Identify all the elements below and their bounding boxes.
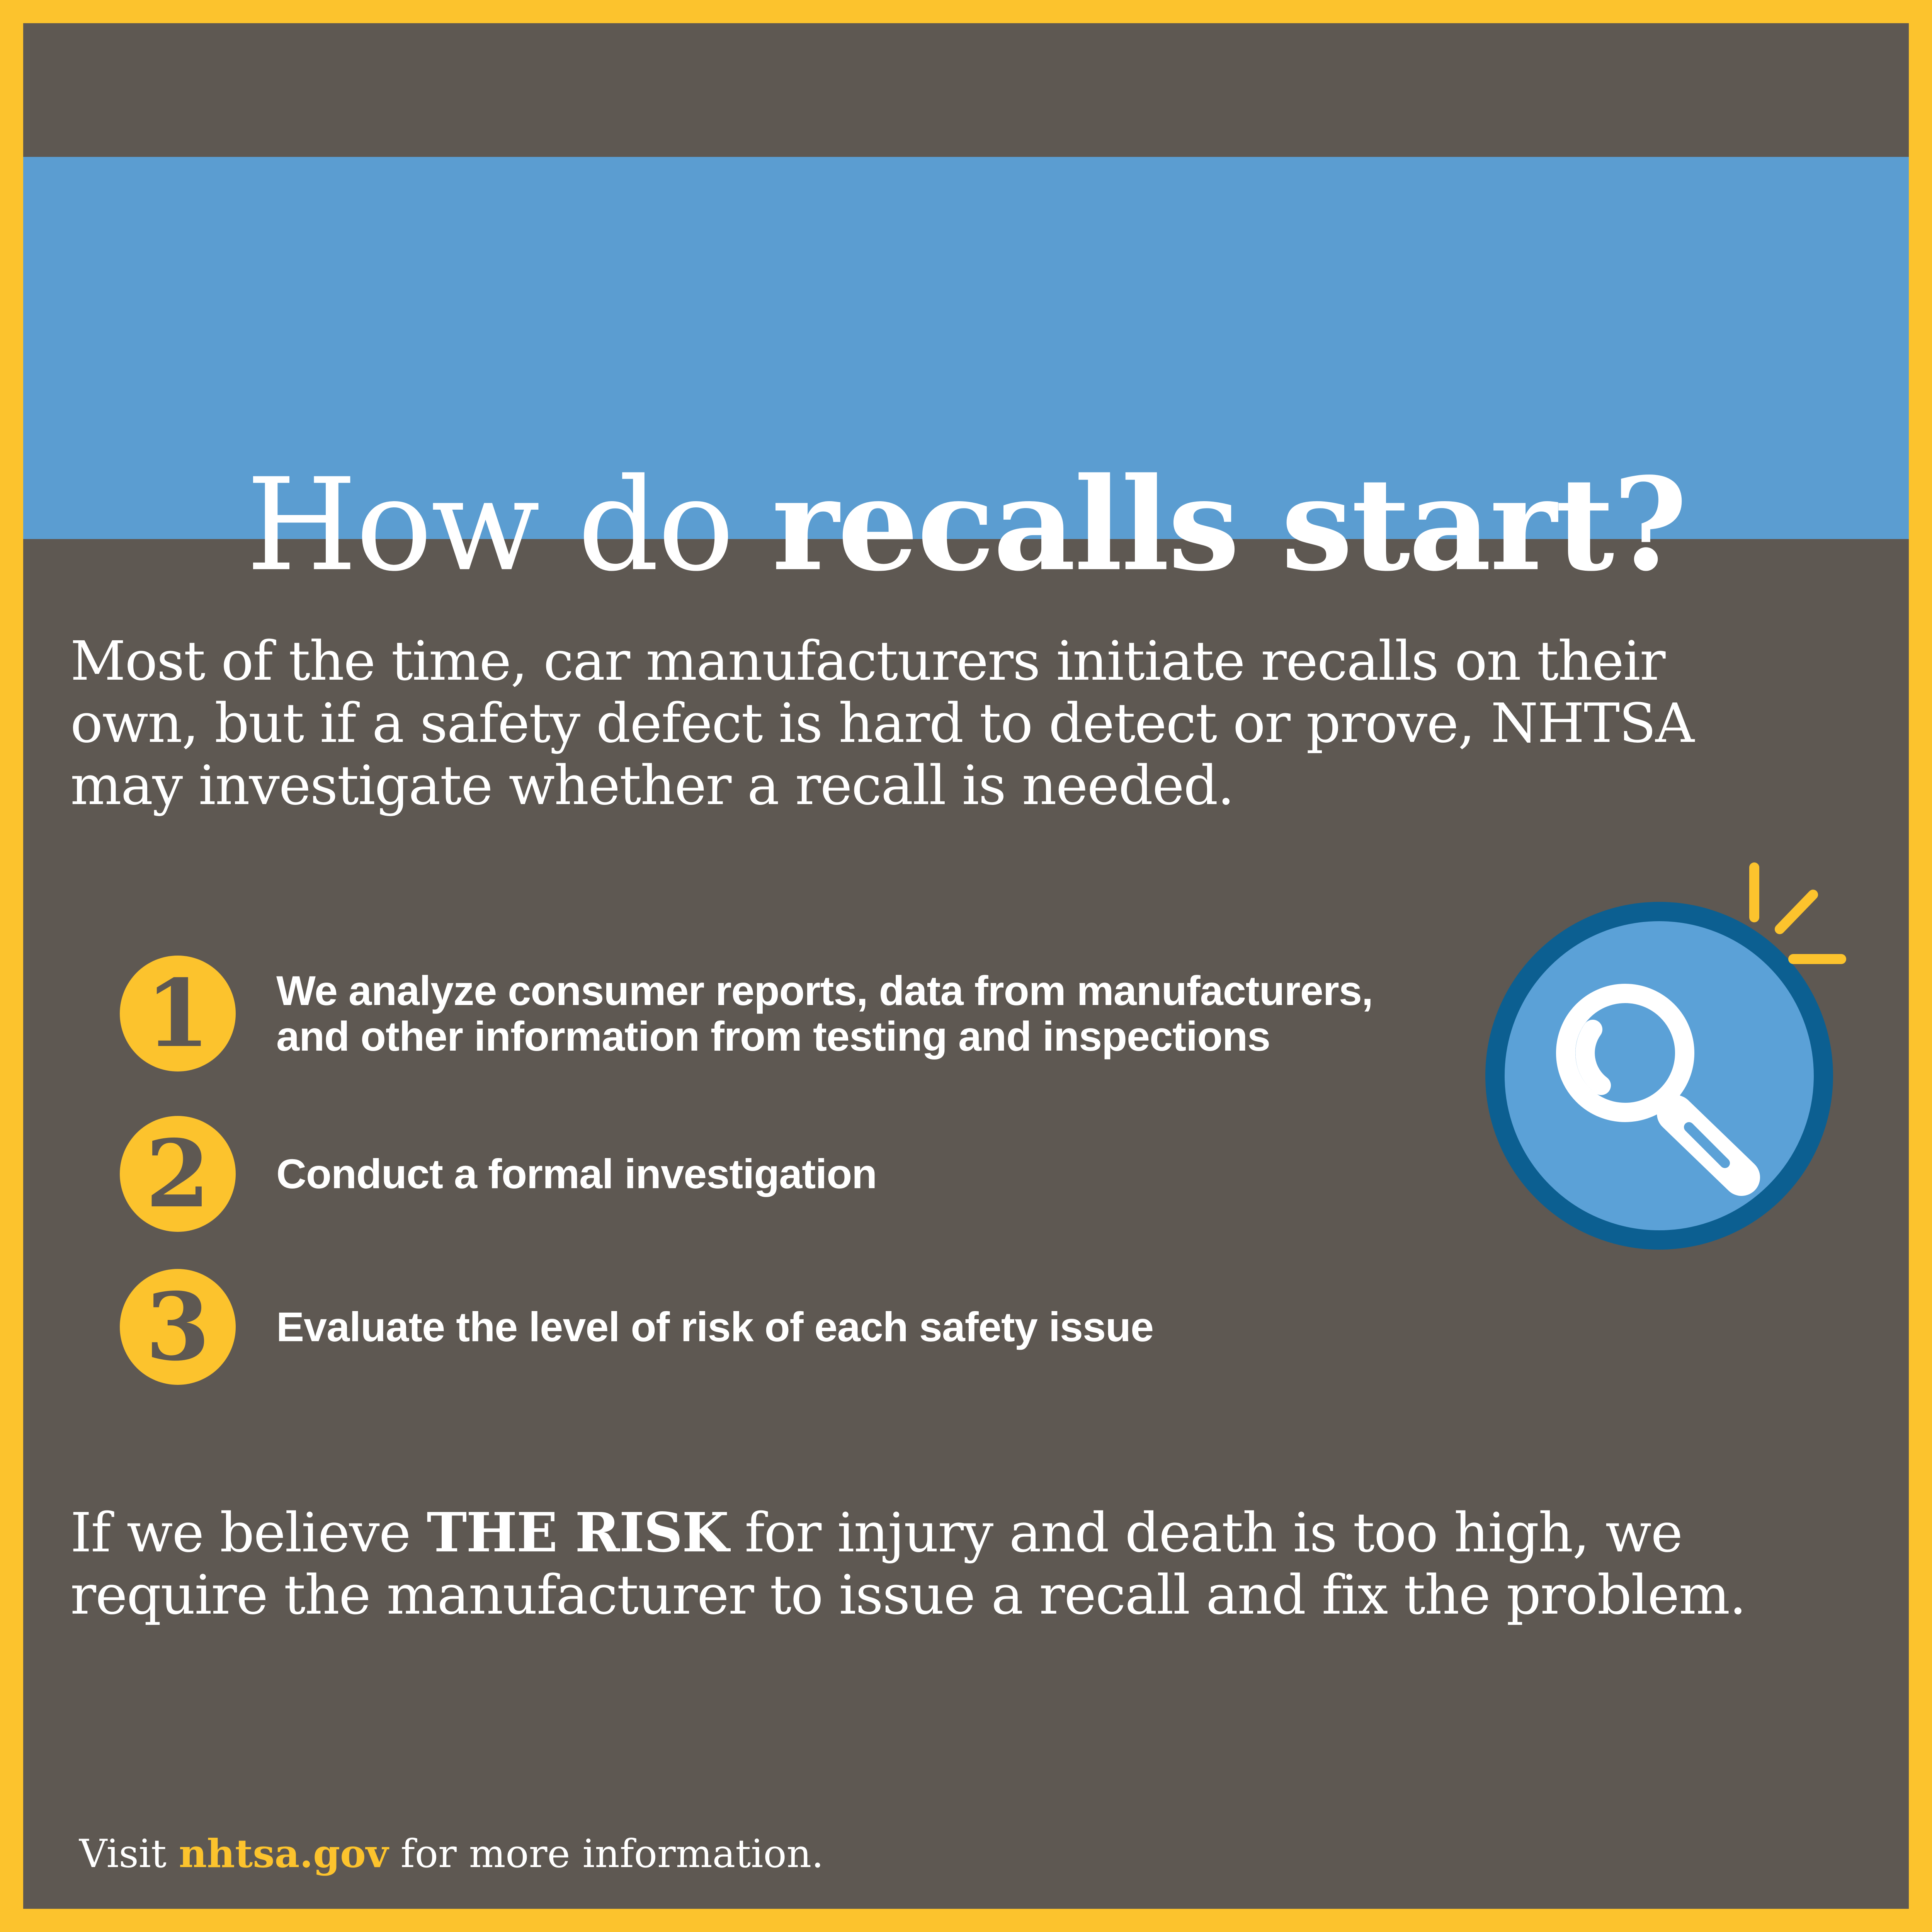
step-3-label: Evaluate the level of risk of each safet… <box>276 1303 1154 1350</box>
footer-note: Visit nhtsa.gov for more information. <box>79 1831 824 1876</box>
step-1-label: We analyze consumer reports, data from m… <box>276 968 1373 1059</box>
step-1-number-badge: 1 <box>120 956 236 1071</box>
lens-ring <box>1556 984 1694 1122</box>
lens-highlight <box>1575 1020 1611 1095</box>
step-2-number: 2 <box>145 1119 210 1228</box>
step-item-1: 1 We analyze consumer reports, data from… <box>120 956 1373 1071</box>
closing-line: require the manufacturer to issue a reca… <box>70 1564 1747 1627</box>
page-title: How do recalls start? <box>23 450 1909 599</box>
intro-line: own, but if a safety defect is hard to d… <box>70 692 1694 755</box>
content-panel: How do recalls start? Most of the time, … <box>23 23 1909 1909</box>
step-3-number: 3 <box>145 1272 210 1381</box>
magnifying-glass-graphic <box>1485 902 1833 1250</box>
closing-line-bold: THE RISK <box>427 1501 729 1565</box>
intro-line: Most of the time, car manufacturers init… <box>70 630 1666 693</box>
intro-paragraph: Most of the time, car manufacturers init… <box>70 630 1694 817</box>
step-1-line: We analyze consumer reports, data from m… <box>276 967 1373 1014</box>
page-title-regular: How do <box>246 451 772 600</box>
magnifying-glass-icon <box>1485 902 1833 1250</box>
sparkle-horizontal-dash <box>1788 954 1846 964</box>
closing-line-pre: If we believe <box>70 1502 427 1565</box>
closing-paragraph: If we believe THE RISK for injury and de… <box>70 1501 1747 1627</box>
icon-circle-background <box>1485 902 1833 1250</box>
closing-line: If we believe THE RISK for injury and de… <box>70 1501 1746 1565</box>
handle-slit <box>1684 1122 1730 1168</box>
step-2-number-badge: 2 <box>120 1116 236 1232</box>
nhtsa-gov-link[interactable]: nhtsa.gov <box>179 1831 388 1876</box>
step-item-3: 3 Evaluate the level of risk of each saf… <box>120 1269 1154 1385</box>
step-1-line: and other information from testing and i… <box>276 1013 1270 1060</box>
step-3-number-badge: 3 <box>120 1269 236 1385</box>
step-3-line: Evaluate the level of risk of each safet… <box>276 1303 1154 1350</box>
footer-text-post: for more information. <box>388 1831 824 1876</box>
step-2-label: Conduct a formal investigation <box>276 1151 877 1197</box>
step-item-2: 2 Conduct a formal investigation <box>120 1116 877 1232</box>
step-2-line: Conduct a formal investigation <box>276 1150 877 1197</box>
page-title-bold: recalls start? <box>772 449 1687 600</box>
sparkle-vertical-dash <box>1749 862 1759 922</box>
footer-text-pre: Visit <box>79 1831 179 1876</box>
closing-line-post: for injury and death is too high, we <box>728 1502 1683 1565</box>
header-band: How do recalls start? <box>23 157 1909 599</box>
intro-line: may investigate whether a recall is need… <box>70 754 1235 817</box>
step-1-number: 1 <box>145 959 210 1068</box>
